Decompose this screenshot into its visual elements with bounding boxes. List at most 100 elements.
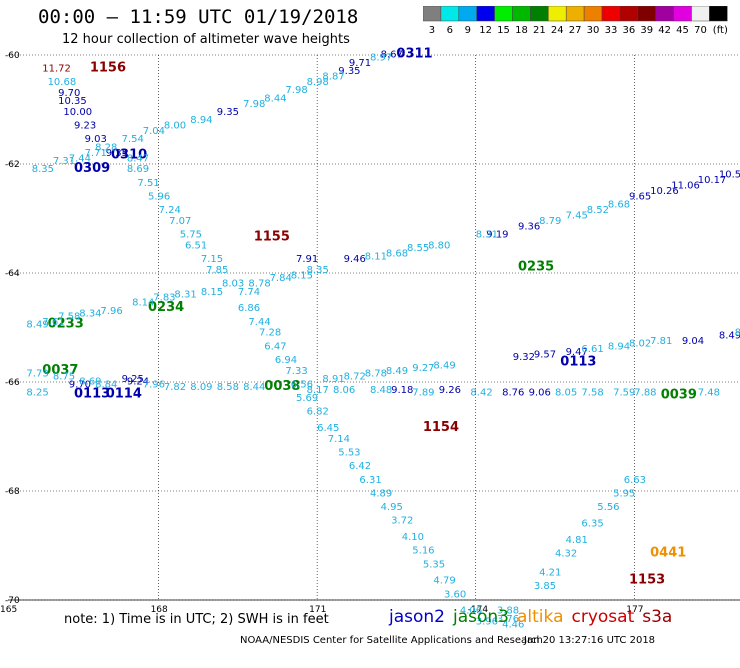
x-tick-label: -174 — [468, 605, 489, 615]
time-label: 0311 — [396, 47, 432, 62]
swh-value: 7.61 — [42, 317, 64, 328]
swh-value: 9.70 — [58, 88, 80, 99]
swh-value: 9.71 — [349, 58, 371, 69]
swh-value: 6.94 — [275, 355, 297, 366]
note-text: note: 1) Time is in UTC; 2) SWH is in fe… — [64, 612, 329, 627]
colorbar-label: 24 — [551, 25, 564, 36]
colorbar-label: 18 — [515, 25, 528, 36]
swh-value: 9.03 — [85, 134, 107, 145]
swh-value: 10.50 — [719, 170, 740, 181]
swh-value: 8.87 — [322, 72, 344, 83]
swh-value: 8.11 — [365, 251, 387, 262]
swh-value: 7.96 — [143, 379, 165, 390]
swh-value: 7.96 — [100, 306, 122, 317]
y-tick-label: -68 — [5, 487, 20, 497]
time-label: 0235 — [518, 259, 554, 274]
y-tick-label: -64 — [5, 269, 20, 279]
swh-value: 7.84 — [270, 273, 292, 284]
swh-value: 7.48 — [698, 388, 720, 399]
swh-value: 8.34 — [79, 309, 101, 320]
swh-value: 5.95 — [613, 488, 635, 499]
swh-value: 8.42 — [470, 388, 492, 399]
swh-value: 9.25 — [122, 374, 144, 385]
colorbar-label: 39 — [640, 25, 653, 36]
swh-value: 8.52 — [587, 205, 609, 216]
time-label: 1156 — [90, 60, 126, 75]
swh-value: 5.56 — [597, 502, 619, 513]
swh-value: 4.89 — [370, 488, 392, 499]
swh-value: 6.42 — [349, 461, 371, 472]
swh-value: 8.72 — [344, 371, 366, 382]
x-tick-label: 171 — [309, 605, 326, 615]
swh-value: 8.69 — [127, 164, 149, 175]
colorbar-label: 3 — [429, 25, 435, 36]
swh-value: 7.54 — [122, 134, 144, 145]
footer-date: Jan 20 13:27:16 UTC 2018 — [524, 635, 656, 646]
swh-value: 5.35 — [423, 559, 445, 570]
swh-value: 7.44 — [248, 317, 270, 328]
swh-value: 10.00 — [63, 107, 92, 118]
swh-value: 9.18 — [391, 385, 413, 396]
colorbar-label: (ft) — [713, 25, 728, 36]
swh-value: 7.58 — [581, 388, 603, 399]
swh-value: 8.05 — [555, 388, 577, 399]
colorbar-label: 15 — [497, 25, 510, 36]
swh-value: 7.91 — [296, 254, 318, 265]
swh-value: 9.36 — [518, 221, 540, 232]
swh-value: 9.27 — [412, 363, 434, 374]
y-tick-label: -60 — [5, 51, 20, 61]
swh-value: 10.35 — [58, 96, 87, 107]
swh-value: 8.49 — [26, 320, 48, 331]
swh-value: 7.44 — [69, 153, 91, 164]
swh-value: 8.17 — [307, 385, 329, 396]
colorbar-label: 9 — [465, 25, 471, 36]
swh-value: 10.17 — [698, 175, 727, 186]
swh-value: 8.20 — [735, 328, 740, 339]
swh-value: 7.59 — [613, 388, 635, 399]
swh-value: 9.24 — [127, 377, 149, 388]
time-label: 0113 — [74, 386, 110, 401]
y-tick-label: -66 — [5, 378, 20, 388]
swh-value: 8.98 — [307, 77, 329, 88]
swh-value: 9.19 — [486, 230, 508, 241]
swh-value: 8.58 — [217, 382, 239, 393]
swh-value: 6.31 — [359, 475, 381, 486]
swh-value: 8.69 — [79, 377, 101, 388]
swh-value: 11.72 — [42, 63, 71, 74]
swh-value: 9.35 — [106, 148, 128, 159]
swh-value: 5.75 — [180, 230, 202, 241]
swh-value: 6.47 — [264, 341, 286, 352]
swh-value: 9.47 — [566, 347, 588, 358]
swh-value: 8.35 — [32, 164, 54, 175]
time-label: 0113 — [560, 355, 596, 370]
swh-value: 9.26 — [439, 385, 461, 396]
swh-value: 4.81 — [566, 535, 588, 546]
swh-value: 8.35 — [307, 265, 329, 276]
swh-value: 8.28 — [95, 142, 117, 153]
swh-value: 7.88 — [634, 388, 656, 399]
swh-value: 6.86 — [238, 303, 260, 314]
colorbar-label: 27 — [569, 25, 582, 36]
swh-value: 9.35 — [338, 66, 360, 77]
swh-value: 9.32 — [513, 352, 535, 363]
color-scale-bar: 3 6 9 12 15 18 21 24 27 30 33 36 39 42 45 70 (ft) — [423, 6, 728, 36]
legend-jason2: jason2 — [389, 607, 445, 627]
swh-value: 8.84 — [95, 379, 117, 390]
swh-value: 4.79 — [433, 576, 455, 587]
swh-value: 8.67 — [381, 50, 403, 61]
colorbar-label: 36 — [622, 25, 635, 36]
swh-value: 7.81 — [650, 336, 672, 347]
x-tick-label: 168 — [151, 605, 168, 615]
swh-value: 8.91 — [322, 374, 344, 385]
swh-value: 7.04 — [143, 126, 165, 137]
x-tick-label: 165 — [0, 605, 17, 615]
swh-value: 8.03 — [222, 279, 244, 290]
swh-value: 7.24 — [159, 205, 181, 216]
colorbar-label: 6 — [447, 25, 453, 36]
swh-value: 3.96 — [476, 617, 498, 628]
swh-value: 8.25 — [26, 388, 48, 399]
time-label: 0441 — [650, 545, 686, 560]
legend-s3a: s3a — [642, 607, 673, 627]
swh-value: 8.31 — [476, 230, 498, 241]
swh-value: 6.51 — [185, 240, 207, 251]
